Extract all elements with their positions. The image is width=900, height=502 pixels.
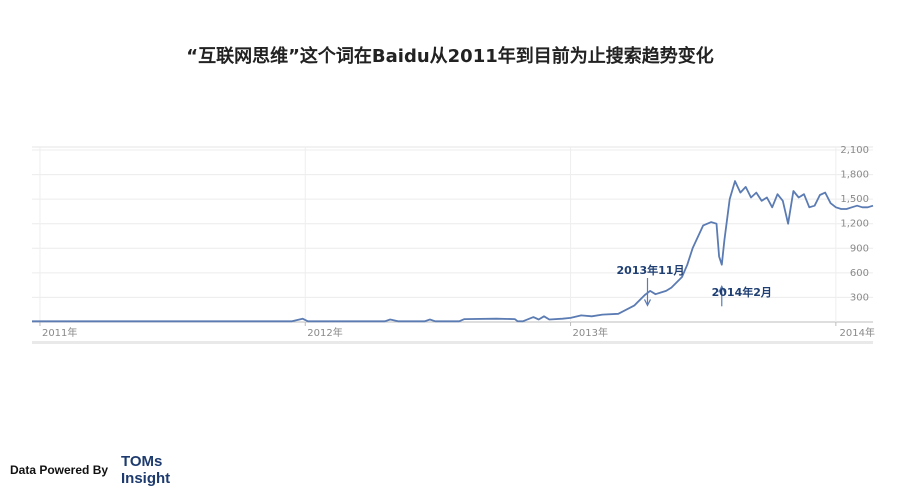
x-tick-label: 2013年 xyxy=(573,326,608,339)
brand-logo: TOMs Insight xyxy=(121,453,170,487)
x-tick-label: 2012年 xyxy=(307,326,342,339)
annotation-arrowhead xyxy=(718,284,726,293)
annotation-arrowhead xyxy=(643,299,652,307)
annotation-label: 2014年2月 xyxy=(712,285,772,299)
x-tick-label: 2014年 xyxy=(840,326,875,339)
series-layer xyxy=(32,180,874,323)
gridlines xyxy=(32,146,873,344)
x-axis-ticks: 2011年 2012年 2013年 2014年 xyxy=(42,326,875,339)
y-axis-ticks: 300 600 900 1,200 1,500 1,800 2,100 xyxy=(840,145,869,303)
brand-line2: Insight xyxy=(121,470,171,487)
y-tick-label: 1,800 xyxy=(840,170,869,181)
x-scroll-band xyxy=(32,341,873,344)
y-tick-label: 2,100 xyxy=(840,145,869,156)
y-tick-label: 600 xyxy=(850,268,869,279)
x-tick-label: 2011年 xyxy=(42,326,77,339)
brand-line1: TOMs xyxy=(121,453,163,470)
data-powered-by-label: Data Powered By xyxy=(10,463,109,477)
chart-title: “互联网思维”这个词在Baidu从2011年到目前为止搜索趋势变化 xyxy=(186,46,714,67)
y-tick-label: 300 xyxy=(850,292,869,303)
annotation-label: 2013年11月 xyxy=(617,263,685,277)
y-tick-label: 900 xyxy=(850,243,869,254)
series-line xyxy=(32,180,874,323)
annotations-layer: 2013年11月 2014年2月 xyxy=(617,263,772,307)
y-tick-label: 1,500 xyxy=(840,194,869,205)
y-tick-label: 1,200 xyxy=(840,219,869,230)
